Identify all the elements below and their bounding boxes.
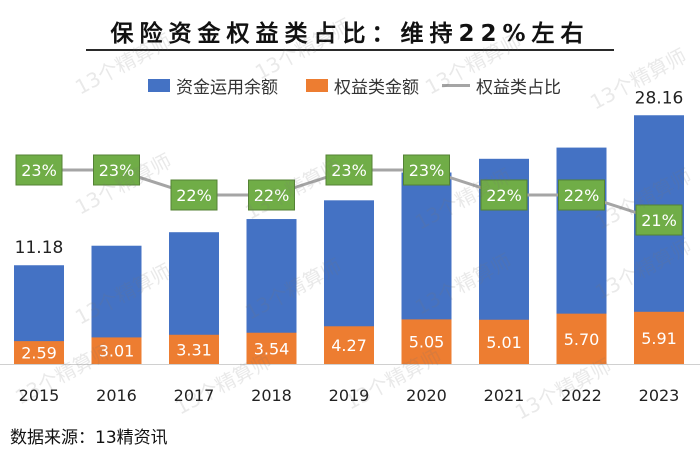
chart-title: 保险资金权益类占比：维持22%左右 (110, 21, 590, 47)
ratio-value-label: 22% (486, 186, 522, 205)
legend-line-gray (442, 83, 470, 87)
x-tick-label: 2015 (19, 386, 60, 405)
equity-bar (556, 313, 607, 364)
equity-bar (324, 326, 374, 364)
ratio-value-label: 21% (641, 211, 677, 230)
legend-swatch-orange (306, 78, 328, 92)
legend-item-equity: 权益类金额 (306, 72, 419, 98)
ratio-label-box (635, 204, 683, 236)
legend-item-balance: 资金运用余额 (148, 72, 278, 98)
legend-swatch-blue (148, 78, 170, 92)
legend-label-ratio: 权益类占比 (476, 77, 561, 98)
equity-bar (401, 319, 452, 364)
legend-label-equity: 权益类金额 (334, 77, 419, 98)
x-tick-label: 2021 (484, 386, 525, 405)
x-tick-label: 2018 (251, 386, 292, 405)
equity-bar (14, 341, 64, 364)
balance-value-label: 28.16 (635, 88, 684, 108)
equity-bar (479, 319, 529, 364)
equity-bar (634, 311, 684, 364)
equity-value-label: 4.27 (331, 336, 367, 355)
ratio-label-box (93, 154, 140, 186)
balance-value-label: 11.18 (15, 238, 64, 258)
ratio-value-label: 22% (176, 186, 212, 205)
x-tick-label: 2016 (96, 386, 137, 405)
legend: 资金运用余额 权益类金额 权益类占比 (0, 72, 700, 98)
equity-value-label: 5.05 (409, 333, 445, 352)
ratio-label-box (170, 179, 218, 211)
equity-bar (246, 332, 297, 364)
ratio-label-box (248, 179, 295, 211)
equity-value-label: 5.70 (564, 330, 600, 349)
equity-bar (169, 334, 219, 364)
ratio-label-box (558, 179, 605, 211)
title-area: 保险资金权益类占比：维持22%左右 (0, 0, 700, 56)
equity-bar (91, 337, 142, 364)
ratio-value-label: 22% (254, 186, 290, 205)
ratio-label-box (325, 154, 373, 186)
data-source: 数据来源：13精资讯 (10, 428, 168, 448)
equity-value-label: 5.91 (641, 329, 677, 348)
x-tick-label: 2023 (639, 386, 680, 405)
equity-value-label: 3.54 (254, 339, 290, 358)
equity-value-label: 5.01 (486, 333, 522, 352)
x-tick-label: 2017 (174, 386, 215, 405)
ratio-label-box (15, 154, 63, 186)
equity-value-label: 3.31 (176, 340, 212, 359)
ratio-value-label: 23% (99, 161, 135, 180)
title-underline (86, 49, 614, 51)
x-tick-label: 2022 (561, 386, 602, 405)
equity-value-label: 3.01 (99, 342, 135, 361)
equity-value-label: 2.59 (21, 344, 57, 363)
ratio-label-box (480, 179, 528, 211)
legend-label-balance: 资金运用余额 (176, 77, 278, 98)
x-tick-label: 2019 (329, 386, 370, 405)
ratio-label-box (403, 154, 450, 186)
ratio-value-label: 23% (331, 161, 367, 180)
ratio-value-label: 23% (409, 161, 445, 180)
legend-item-ratio: 权益类占比 (442, 72, 561, 98)
x-tick-label: 2020 (406, 386, 447, 405)
ratio-value-label: 23% (21, 161, 57, 180)
ratio-value-label: 22% (564, 186, 600, 205)
